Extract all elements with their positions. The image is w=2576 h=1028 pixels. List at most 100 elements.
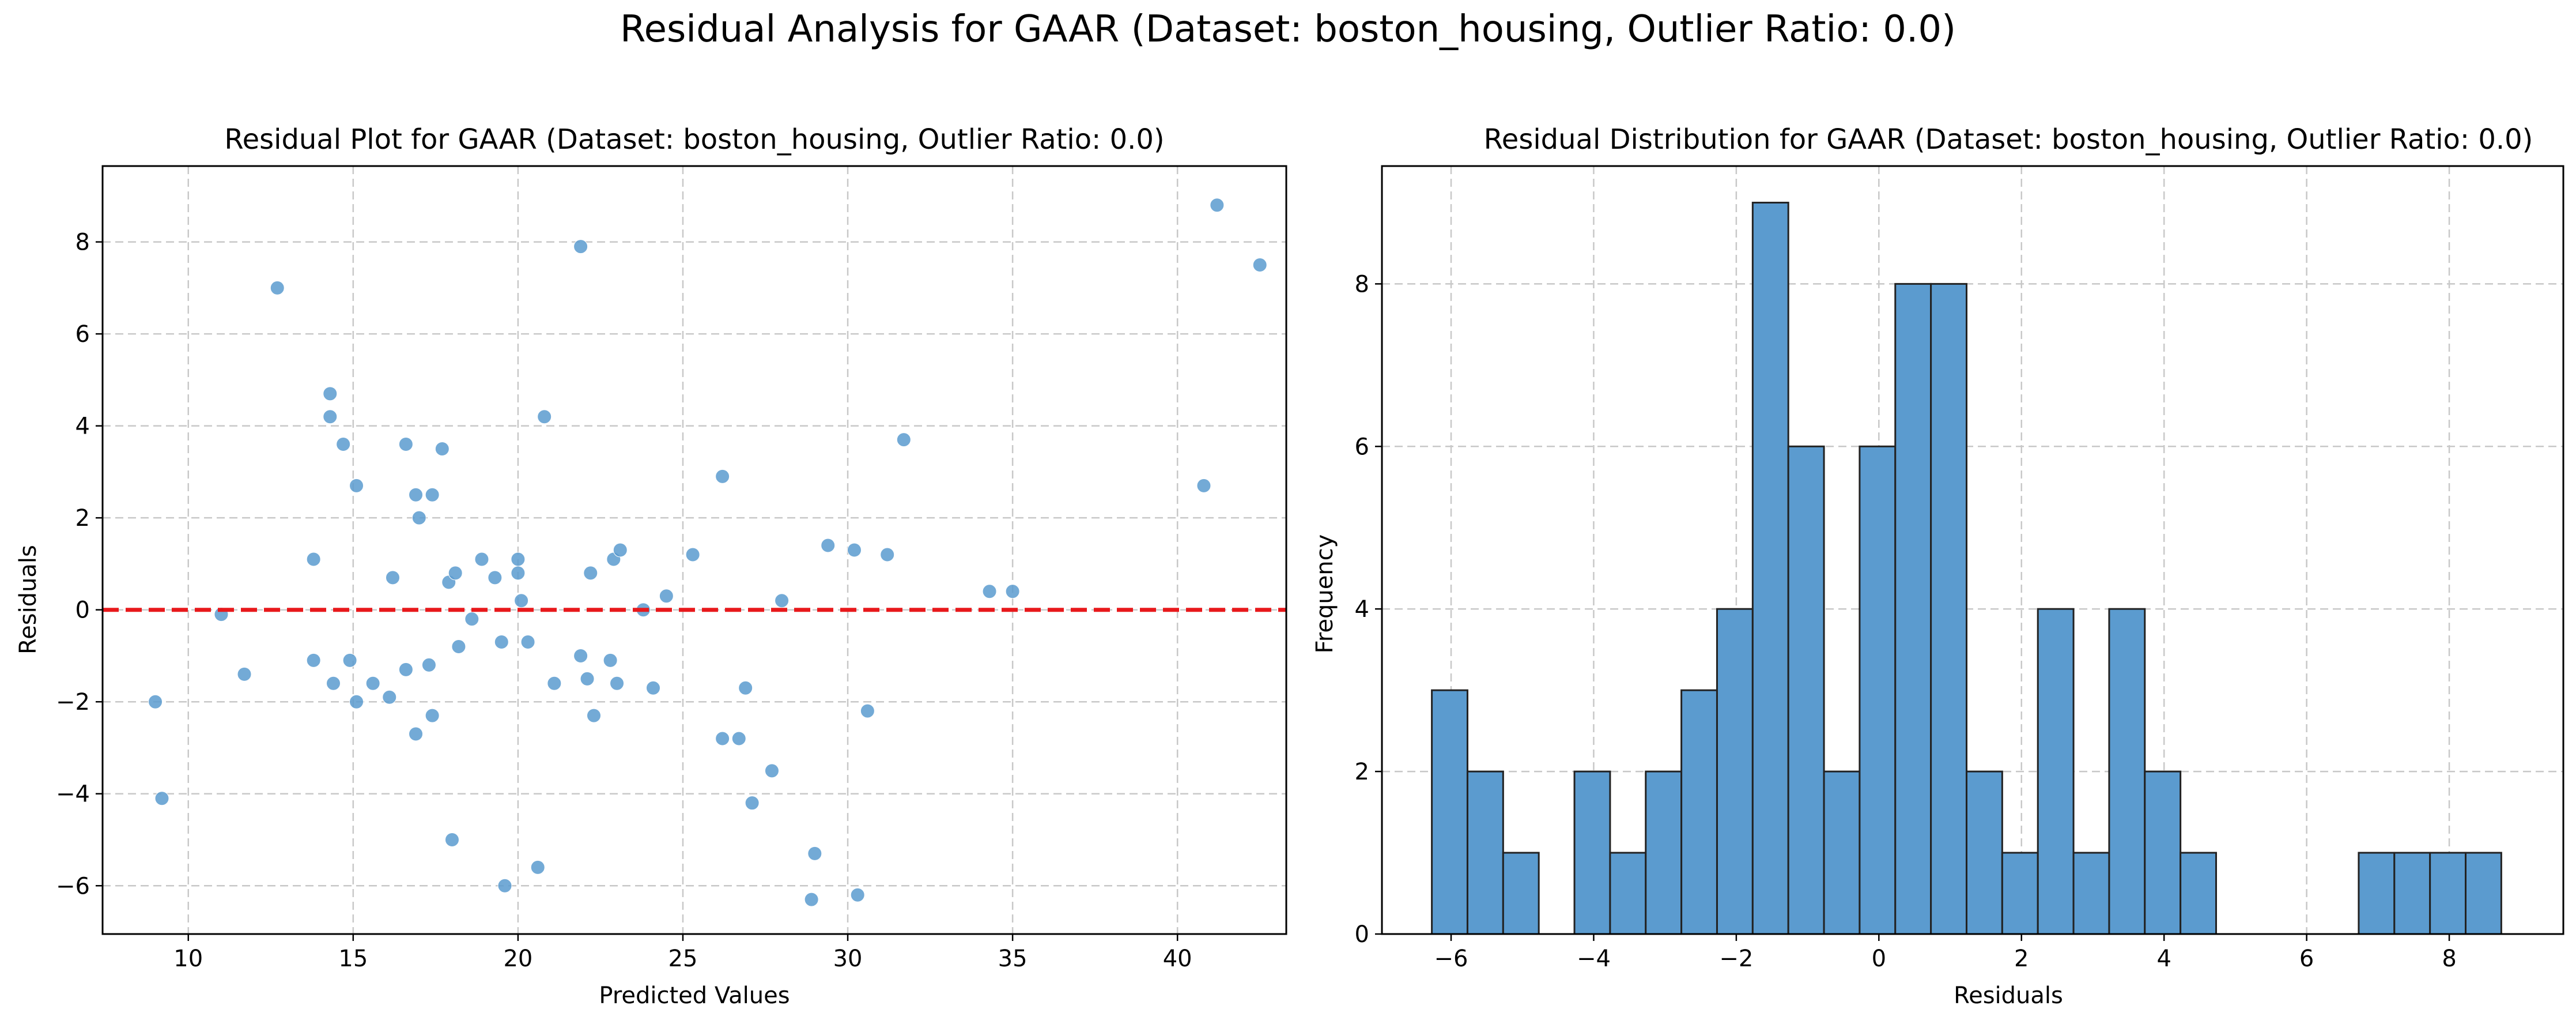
histogram-bar xyxy=(2072,852,2110,935)
scatter-point xyxy=(586,708,601,723)
histogram-x-tick-label: −6 xyxy=(1434,946,1468,972)
scatter-point xyxy=(537,409,552,424)
histogram-bar xyxy=(1466,770,1504,935)
histogram-x-tick-label: −2 xyxy=(1719,946,1753,972)
scatter-point xyxy=(715,731,730,746)
histogram-y-tick-label: 2 xyxy=(1355,759,1369,785)
histogram-axes-frame xyxy=(1381,165,2564,935)
scatter-axes-frame xyxy=(101,165,1287,935)
scatter-y-tick-label: 0 xyxy=(75,597,90,624)
scatter-point xyxy=(511,552,526,567)
scatter-point xyxy=(850,887,865,902)
scatter-point xyxy=(573,648,588,663)
scatter-point xyxy=(645,680,660,695)
histogram-bar xyxy=(1716,608,1754,935)
scatter-point xyxy=(583,566,598,581)
scatter-point xyxy=(398,662,413,677)
histogram-bar xyxy=(1930,283,1967,935)
scatter-y-tick-label: 2 xyxy=(75,505,90,532)
histogram-bar xyxy=(2108,608,2146,935)
histogram-bar xyxy=(1502,852,1540,935)
scatter-point xyxy=(1196,478,1211,493)
scatter-y-tick-label: −6 xyxy=(56,873,90,899)
scatter-point xyxy=(860,703,875,718)
scatter-point xyxy=(715,469,730,484)
scatter-point xyxy=(306,653,321,668)
scatter-point xyxy=(738,680,753,695)
histogram-x-tick-label: 6 xyxy=(2299,946,2314,972)
scatter-point xyxy=(488,570,503,585)
histogram-bar xyxy=(1894,283,1932,935)
histogram-x-tick-label: 0 xyxy=(1872,946,1886,972)
histogram-bar xyxy=(1609,852,1647,935)
histogram-y-tick-label: 6 xyxy=(1355,434,1369,460)
histogram-ylabel: Frequency xyxy=(1312,534,1338,654)
histogram-bar xyxy=(1751,201,1789,935)
scatter-point xyxy=(659,589,674,604)
scatter-point xyxy=(610,676,625,691)
scatter-point xyxy=(421,657,436,672)
scatter-points xyxy=(148,198,1267,907)
scatter-title: Residual Plot for GAAR (Dataset: boston_… xyxy=(224,123,1164,156)
scatter-point xyxy=(613,543,628,558)
histogram-bar xyxy=(2465,852,2502,935)
histogram-x-tick-label: 8 xyxy=(2442,946,2456,972)
residual-histogram: Residual Distribution for GAAR (Dataset:… xyxy=(1312,123,2564,1009)
scatter-point xyxy=(435,442,450,457)
scatter-point xyxy=(1210,198,1225,213)
scatter-y-tick-label: −4 xyxy=(56,781,90,808)
histogram-bars xyxy=(1431,201,2502,935)
scatter-point xyxy=(896,432,911,447)
scatter-point xyxy=(425,487,440,502)
scatter-point xyxy=(573,239,588,254)
histogram-bar xyxy=(1787,445,1825,935)
scatter-point xyxy=(323,409,338,424)
scatter-point xyxy=(451,639,466,654)
scatter-point xyxy=(494,635,509,650)
histogram-y-tick-label: 4 xyxy=(1355,596,1369,623)
histogram-bar xyxy=(1645,770,1683,935)
scatter-point xyxy=(326,676,341,691)
scatter-point xyxy=(342,653,357,668)
scatter-point xyxy=(336,437,351,452)
histogram-bar xyxy=(1573,770,1611,935)
scatter-point xyxy=(580,671,595,686)
scatter-point xyxy=(804,892,819,907)
scatter-point xyxy=(514,593,529,608)
histogram-title: Residual Distribution for GAAR (Dataset:… xyxy=(1484,123,2533,156)
histogram-bar xyxy=(2037,608,2075,935)
histogram-y-tick-label: 8 xyxy=(1355,271,1369,298)
histogram-bar xyxy=(2144,770,2182,935)
scatter-point xyxy=(382,690,397,705)
scatter-point xyxy=(1252,257,1267,272)
scatter-point xyxy=(365,676,380,691)
scatter-point xyxy=(148,694,163,709)
scatter-point xyxy=(154,791,169,806)
scatter-point xyxy=(764,763,779,778)
scatter-point xyxy=(270,280,285,295)
scatter-point xyxy=(530,860,545,875)
scatter-point xyxy=(547,676,562,691)
scatter-point xyxy=(464,612,479,627)
scatter-x-tick-label: 15 xyxy=(338,946,368,972)
histogram-bar xyxy=(1823,770,1861,935)
scatter-point xyxy=(409,726,424,741)
scatter-point xyxy=(982,584,997,599)
figure-suptitle: Residual Analysis for GAAR (Dataset: bos… xyxy=(620,8,1956,51)
scatter-point xyxy=(425,708,440,723)
histogram-bar xyxy=(2180,852,2217,935)
histogram-bar xyxy=(2393,852,2431,935)
histogram-bar xyxy=(1680,689,1718,935)
histogram-bar xyxy=(1965,770,2003,935)
scatter-point xyxy=(731,731,746,746)
histogram-bar xyxy=(1859,445,1897,935)
scatter-point xyxy=(323,386,338,401)
scatter-point xyxy=(821,538,836,553)
histogram-bar xyxy=(2429,852,2467,935)
histogram-bar xyxy=(2358,852,2396,935)
scatter-y-tick-label: 4 xyxy=(75,413,90,440)
histogram-bar xyxy=(2001,852,2039,935)
scatter-x-tick-label: 20 xyxy=(503,946,532,972)
